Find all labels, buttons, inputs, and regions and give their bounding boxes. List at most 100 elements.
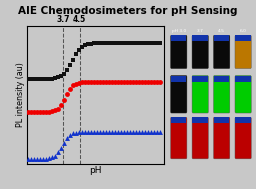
Bar: [236, 117, 251, 123]
Point: [128, 130, 132, 133]
Point: [41, 157, 45, 160]
Point: [125, 41, 129, 44]
Point: [50, 110, 54, 113]
Point: [41, 111, 45, 114]
Point: [53, 154, 57, 157]
Point: [89, 42, 93, 45]
Point: [155, 130, 159, 133]
Point: [92, 42, 96, 45]
Point: [119, 80, 123, 83]
Point: [140, 80, 144, 83]
Point: [149, 80, 153, 83]
Point: [146, 130, 150, 133]
Point: [110, 41, 114, 44]
Point: [104, 41, 108, 44]
Point: [101, 130, 105, 133]
Point: [41, 77, 45, 81]
Y-axis label: PL intensity (au): PL intensity (au): [16, 63, 26, 127]
Point: [98, 80, 102, 83]
Point: [155, 41, 159, 44]
Point: [110, 80, 114, 83]
Point: [158, 41, 162, 44]
Point: [65, 69, 69, 72]
Point: [71, 84, 75, 87]
Bar: [214, 35, 229, 42]
Point: [65, 136, 69, 139]
Point: [98, 130, 102, 133]
Point: [53, 109, 57, 112]
Text: 3.7: 3.7: [197, 29, 204, 33]
Point: [116, 130, 120, 133]
Point: [56, 107, 60, 110]
Point: [29, 77, 33, 81]
Point: [38, 157, 42, 160]
Bar: [236, 35, 251, 42]
Bar: [236, 76, 251, 82]
Point: [128, 80, 132, 83]
Point: [134, 130, 138, 133]
Point: [44, 111, 48, 114]
Point: [131, 130, 135, 133]
Text: 4.5: 4.5: [73, 15, 86, 24]
Point: [59, 146, 63, 149]
Point: [131, 80, 135, 83]
Point: [29, 157, 33, 160]
Point: [137, 80, 141, 83]
Point: [32, 111, 36, 114]
Point: [74, 82, 78, 85]
Bar: [214, 76, 229, 82]
Point: [56, 76, 60, 79]
Text: 6.0: 6.0: [240, 29, 247, 33]
FancyBboxPatch shape: [235, 76, 251, 113]
Point: [32, 77, 36, 81]
Point: [56, 151, 60, 154]
Point: [47, 77, 51, 80]
Point: [137, 41, 141, 44]
Point: [140, 130, 144, 133]
Point: [38, 111, 42, 114]
Point: [62, 141, 66, 144]
Point: [65, 92, 69, 95]
Point: [47, 110, 51, 113]
Point: [107, 80, 111, 83]
Point: [80, 45, 84, 48]
Point: [146, 80, 150, 83]
Point: [137, 130, 141, 133]
FancyBboxPatch shape: [170, 76, 187, 113]
Point: [32, 157, 36, 160]
Point: [35, 111, 39, 114]
Point: [113, 41, 117, 44]
Point: [62, 72, 66, 75]
Point: [122, 80, 126, 83]
Point: [86, 130, 90, 133]
Point: [122, 130, 126, 133]
Point: [122, 41, 126, 44]
Bar: [171, 117, 186, 123]
Point: [92, 80, 96, 83]
Point: [128, 41, 132, 44]
Point: [131, 41, 135, 44]
Point: [44, 157, 48, 160]
FancyBboxPatch shape: [192, 76, 208, 113]
Point: [152, 130, 156, 133]
Point: [125, 80, 129, 83]
Point: [149, 41, 153, 44]
FancyBboxPatch shape: [214, 35, 230, 69]
Bar: [214, 117, 229, 123]
Point: [155, 80, 159, 83]
Bar: [171, 35, 186, 42]
Text: AIE Chemodosimeters for pH Sensing: AIE Chemodosimeters for pH Sensing: [18, 6, 238, 16]
Point: [74, 53, 78, 56]
Point: [104, 130, 108, 133]
FancyBboxPatch shape: [235, 35, 251, 69]
Point: [35, 157, 39, 160]
Point: [29, 111, 33, 114]
Point: [146, 41, 150, 44]
Point: [44, 77, 48, 80]
Point: [95, 42, 99, 45]
Point: [158, 80, 162, 83]
Point: [80, 130, 84, 133]
Point: [116, 80, 120, 83]
Point: [152, 41, 156, 44]
Point: [83, 81, 87, 84]
